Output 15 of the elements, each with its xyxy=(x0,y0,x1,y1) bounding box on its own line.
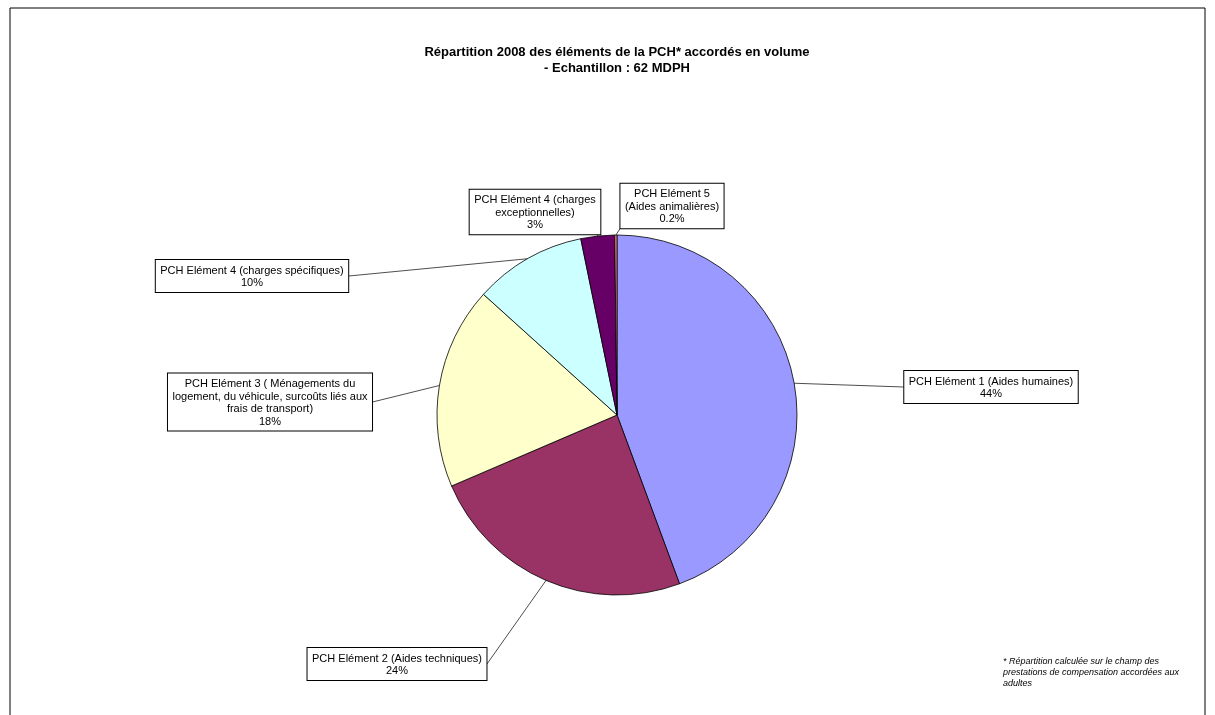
slice-label: PCH Elément 2 (Aides techniques) xyxy=(312,651,482,664)
slice-label: PCH Elément 1 (Aides humaines) xyxy=(908,374,1074,387)
data-label: 44% xyxy=(979,387,1003,399)
slice-label: PCH Elément 3 ( Ménagements du logement, du véhicule, surcoûts liés aux frais de transport) xyxy=(172,377,369,414)
chart-title: Répartition 2008 des éléments de la PCH* accordés en volume xyxy=(424,44,810,59)
data-label: 0.2% xyxy=(659,212,685,225)
slice-label: PCH Elément 4 (charges spécifiques) xyxy=(160,263,344,276)
data-label: 18% xyxy=(258,414,282,427)
data-label: 10% xyxy=(240,276,264,288)
text: * Répartition calculée sur le champ des prestations de compensation accordées aux adultes xyxy=(1002,656,1180,688)
chart-subtitle: - Echantillon : 62 MDPH xyxy=(544,60,690,75)
slice-label: PCH Elément 4 (charges exceptionnelles) xyxy=(474,193,597,218)
slice-label: PCH Elément 5 (Aides animalières) xyxy=(624,187,720,212)
data-label: 24% xyxy=(385,664,409,676)
data-label: 3% xyxy=(527,218,544,231)
